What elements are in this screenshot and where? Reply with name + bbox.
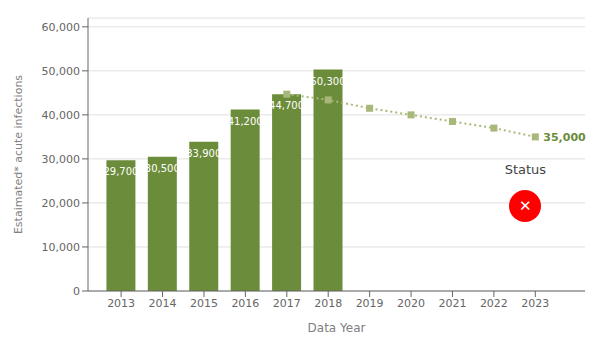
svg-text:2013: 2013: [107, 297, 135, 310]
svg-text:50,300: 50,300: [311, 76, 346, 87]
svg-text:2014: 2014: [149, 297, 177, 310]
svg-text:50,000: 50,000: [42, 65, 81, 78]
svg-text:2017: 2017: [273, 297, 301, 310]
svg-text:20,000: 20,000: [42, 197, 81, 210]
svg-text:2019: 2019: [356, 297, 384, 310]
svg-text:Estaimated* acute infections: Estaimated* acute infections: [12, 75, 25, 234]
svg-text:0: 0: [73, 285, 80, 298]
svg-text:2020: 2020: [397, 297, 425, 310]
svg-text:40,000: 40,000: [42, 109, 81, 122]
svg-text:2023: 2023: [521, 297, 549, 310]
html-text:Status: Status: [504, 161, 547, 177]
svg-text:60,000: 60,000: [42, 21, 81, 34]
svg-text:2018: 2018: [314, 297, 342, 310]
svg-text:2015: 2015: [190, 297, 218, 310]
svg-text:2021: 2021: [438, 297, 466, 310]
svg-text:44,700: 44,700: [269, 100, 304, 111]
svg-text:2022: 2022: [480, 297, 508, 310]
svg-text:30,500: 30,500: [145, 163, 180, 174]
svg-text:30,000: 30,000: [42, 153, 81, 166]
svg-text:Data Year: Data Year: [308, 321, 366, 335]
svg-text:41,200: 41,200: [228, 116, 263, 127]
svg-text:35,000: 35,000: [543, 131, 586, 144]
svg-text:10,000: 10,000: [42, 241, 81, 254]
svg-text:33,900: 33,900: [186, 148, 221, 159]
svg-text:29,700: 29,700: [103, 166, 138, 177]
svg-text:2016: 2016: [231, 297, 259, 310]
